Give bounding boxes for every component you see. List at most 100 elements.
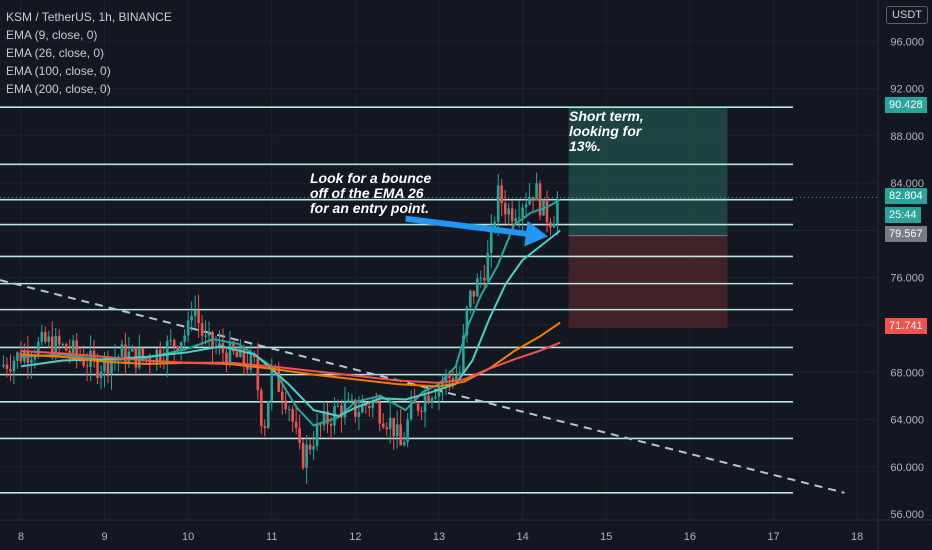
candle-body — [496, 185, 500, 222]
candle-body — [165, 341, 169, 362]
arrow-annotation[interactable] — [405, 215, 548, 247]
candle-body — [43, 332, 47, 342]
x-tick-label: 12 — [349, 531, 361, 543]
x-tick-label: 15 — [600, 531, 612, 543]
candle-body — [200, 323, 204, 336]
candle-body — [305, 444, 308, 468]
bounce-note[interactable]: Look for a bounce off of the EMA 26 for … — [310, 171, 431, 216]
candle-body — [510, 208, 514, 222]
y-tick-label: 64.000 — [890, 415, 924, 427]
candle-body — [9, 369, 12, 372]
y-tick-label: 68.000 — [890, 367, 924, 379]
symbol-title[interactable]: KSM / TetherUS, 1h, BINANCE — [6, 10, 172, 24]
candle-body — [204, 335, 207, 337]
y-tick-label: 84.000 — [890, 178, 924, 190]
candle-body — [172, 339, 176, 347]
candle-body — [427, 395, 430, 404]
ema-26-label[interactable]: EMA (26, close, 0) — [6, 46, 105, 60]
candle-body — [507, 208, 510, 215]
candle-body — [469, 290, 472, 308]
candle-body — [40, 332, 44, 342]
currency-unit[interactable]: USDT — [886, 6, 928, 24]
candle-body — [399, 424, 402, 446]
candle-body — [239, 347, 242, 358]
candle-body — [517, 217, 521, 219]
candle-body — [347, 399, 350, 403]
ema-9-label[interactable]: EMA (9, close, 0) — [6, 28, 98, 42]
candle-body — [472, 290, 476, 297]
candle-body — [392, 417, 396, 437]
y-tick-label: 92.000 — [890, 84, 924, 96]
target-note[interactable]: Short term, looking for 13%. — [569, 109, 644, 154]
candle-body — [388, 417, 392, 430]
x-tick-label: 17 — [767, 531, 779, 543]
candle-body — [336, 405, 340, 407]
candle-body — [294, 421, 298, 428]
candle-body — [30, 359, 33, 363]
candle-body — [514, 218, 517, 222]
candle-body — [395, 424, 399, 437]
candle-body — [141, 348, 145, 358]
candle-body — [437, 386, 441, 397]
candle-body — [291, 409, 294, 422]
candle-body — [235, 351, 239, 358]
candle-body — [284, 400, 287, 410]
candle-body — [479, 277, 483, 279]
candle-body — [402, 442, 406, 446]
candle-body — [549, 222, 552, 228]
candle-body — [106, 356, 110, 374]
candle-body — [218, 343, 221, 347]
candle-body — [33, 356, 37, 360]
price-axis-bg — [878, 0, 932, 550]
candle-body — [50, 336, 54, 356]
candle-body — [68, 350, 71, 353]
y-tick-label: 56.000 — [890, 509, 924, 521]
candle-body — [455, 374, 458, 382]
candle-body — [322, 411, 326, 426]
candle-body — [350, 399, 354, 401]
ema-line — [20, 198, 561, 427]
candle-body — [232, 341, 235, 352]
candle-body — [16, 352, 19, 361]
candle-body — [169, 339, 173, 342]
candle-body — [500, 185, 504, 204]
candles — [2, 172, 559, 484]
target-price-label: 90.428 — [885, 97, 927, 113]
profit-zone — [568, 107, 728, 236]
ema-100-label[interactable]: EMA (100, close, 0) — [6, 64, 111, 78]
candle-body — [103, 356, 106, 372]
bounce-note-line-3: for an entry point. — [310, 200, 429, 216]
candle-body — [462, 335, 465, 373]
candle-body — [221, 343, 225, 353]
candle-body — [486, 252, 490, 281]
candle-body — [458, 372, 462, 375]
candle-body — [47, 336, 51, 342]
ema-line — [20, 229, 561, 417]
x-tick-label: 10 — [182, 531, 194, 543]
candle-body — [190, 316, 193, 321]
candle-body — [193, 310, 197, 317]
horizontal-levels[interactable] — [0, 106, 793, 494]
candle-body — [110, 360, 113, 374]
candle-body — [378, 402, 382, 424]
candle-body — [64, 344, 68, 351]
chart-legend: KSM / TetherUS, 1h, BINANCE EMA (9, clos… — [6, 8, 172, 98]
bar-countdown-label: 25:44 — [885, 207, 921, 223]
candle-body — [256, 357, 260, 391]
candle-body — [385, 427, 389, 430]
candle-body — [441, 382, 444, 387]
ema-200-label[interactable]: EMA (200, close, 0) — [6, 82, 111, 96]
candle-body — [340, 405, 343, 418]
candle-body — [444, 374, 448, 383]
candle-body — [82, 357, 85, 366]
candle-body — [176, 346, 179, 351]
candle-body — [308, 444, 312, 450]
x-tick-label: 16 — [684, 531, 696, 543]
candle-body — [287, 409, 291, 411]
candle-body — [5, 364, 9, 370]
long-position-tool[interactable] — [568, 107, 728, 329]
candle-body — [416, 403, 420, 411]
candle-body — [197, 310, 200, 324]
x-tick-label: 11 — [266, 531, 277, 543]
